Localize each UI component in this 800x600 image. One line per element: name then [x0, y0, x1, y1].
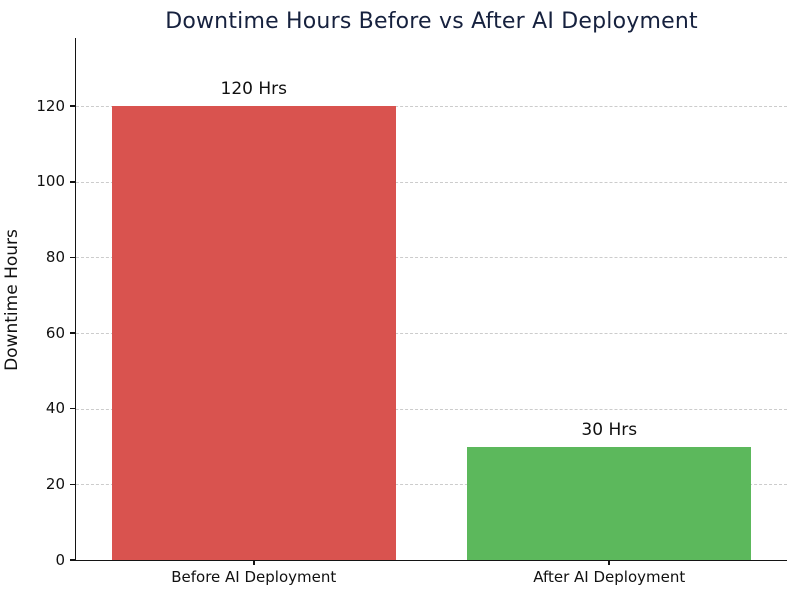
y-tick-label-0: 0	[55, 550, 65, 569]
y-tick-label-80: 80	[45, 247, 65, 266]
gridline-40	[76, 408, 787, 410]
y-tick-mark-40	[70, 407, 75, 410]
y-tick-label-60: 60	[45, 323, 65, 342]
y-tick-label-100: 100	[36, 172, 65, 191]
gridline-120	[76, 106, 787, 108]
plot-area	[75, 38, 787, 561]
chart-title: Downtime Hours Before vs After AI Deploy…	[165, 9, 698, 34]
bar-value-label-before-ai-deployment: 120 Hrs	[220, 79, 287, 100]
y-tick-mark-80	[70, 256, 75, 259]
y-tick-label-120: 120	[36, 96, 65, 115]
bar-value-label-after-ai-deployment: 30 Hrs	[581, 419, 638, 440]
x-tick-mark-before-ai-deployment	[252, 560, 255, 565]
bar-after-ai-deployment	[467, 446, 752, 560]
bar-before-ai-deployment	[111, 106, 396, 560]
x-tick-label-after-ai-deployment: After AI Deployment	[533, 568, 686, 586]
gridline-20	[76, 484, 787, 486]
y-tick-mark-20	[70, 483, 75, 486]
y-tick-mark-100	[70, 180, 75, 183]
y-tick-mark-60	[70, 332, 75, 334]
x-tick-label-before-ai-deployment: Before AI Deployment	[171, 568, 337, 586]
x-tick-mark-after-ai-deployment	[608, 560, 611, 565]
y-tick-mark-120	[70, 105, 75, 107]
y-tick-label-40: 40	[45, 399, 65, 418]
gridline-80	[76, 257, 787, 259]
y-tick-mark-0	[70, 559, 75, 561]
gridline-60	[76, 333, 787, 335]
y-tick-label-20: 20	[45, 474, 65, 493]
y-axis-label: Downtime Hours	[2, 229, 22, 371]
gridline-100	[76, 181, 787, 183]
